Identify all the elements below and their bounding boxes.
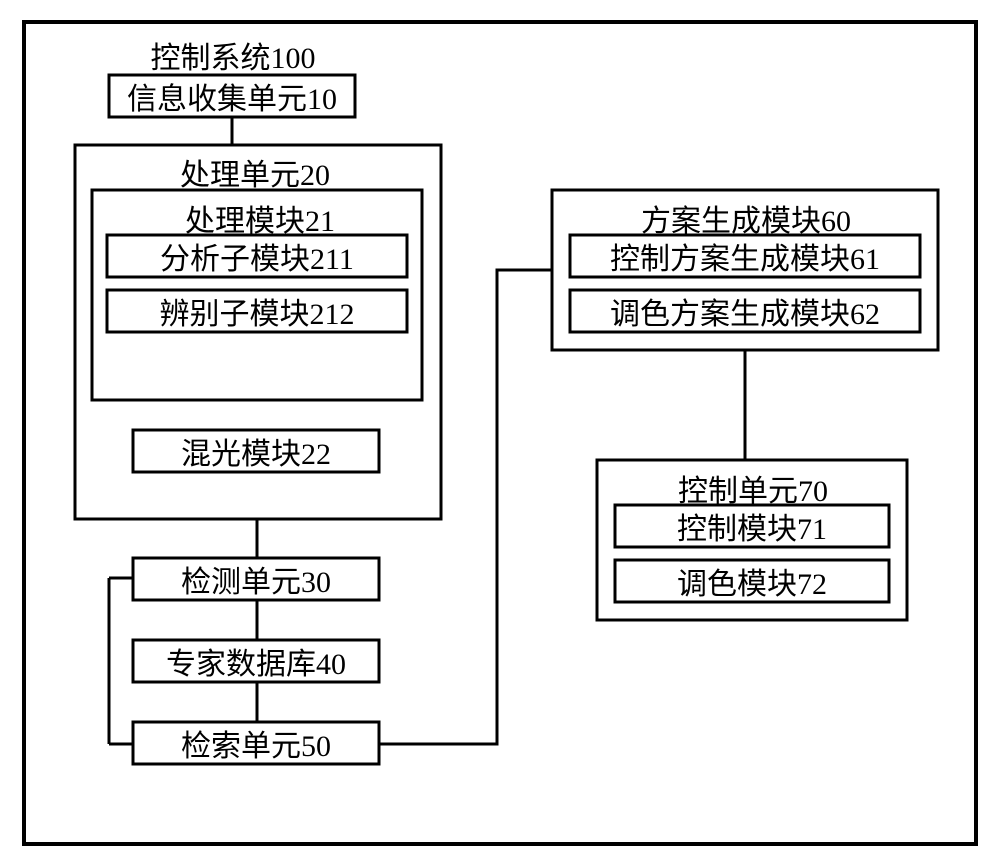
- box-label-b22: 混光模块22: [133, 430, 379, 472]
- box-label-b30: 检测单元30: [133, 558, 379, 600]
- box-label-b10: 信息收集单元10: [109, 75, 355, 117]
- label-u70: 控制单元70: [653, 466, 853, 502]
- box-label-b61: 控制方案生成模块61: [570, 235, 920, 277]
- box-label-b71: 控制模块71: [615, 505, 889, 547]
- label-u20: 处理单元20: [155, 150, 355, 186]
- label-sys: 控制系统100: [108, 33, 358, 69]
- box-label-b72: 调色模块72: [615, 560, 889, 602]
- box-label-b50: 检索单元50: [133, 722, 379, 764]
- box-label-b40: 专家数据库40: [133, 640, 379, 682]
- box-label-b212: 辨别子模块212: [107, 290, 407, 332]
- label-m60: 方案生成模块60: [616, 196, 876, 232]
- box-label-b62: 调色方案生成模块62: [570, 290, 920, 332]
- box-label-b211: 分析子模块211: [107, 235, 407, 277]
- label-m21: 处理模块21: [160, 196, 360, 232]
